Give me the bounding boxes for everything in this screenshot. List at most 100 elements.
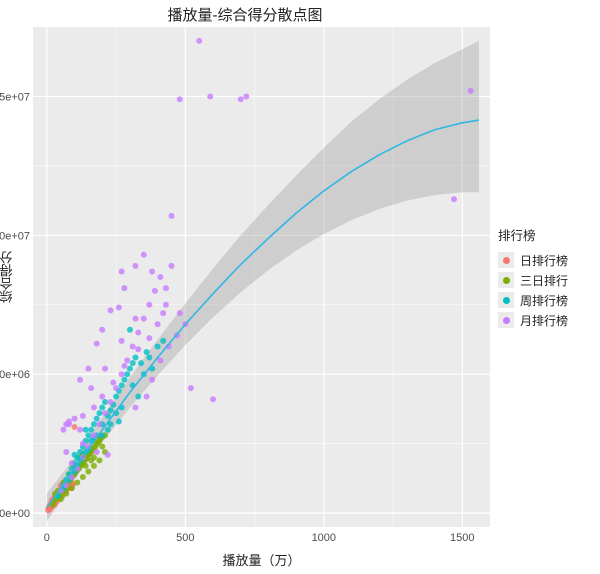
data-point	[152, 288, 158, 294]
data-point	[155, 321, 161, 327]
legend-label: 日排行榜	[520, 252, 568, 269]
data-point	[85, 468, 91, 474]
legend-dot-icon	[503, 297, 510, 304]
data-point	[74, 480, 80, 486]
data-point	[157, 274, 163, 280]
data-point	[83, 463, 89, 469]
data-point	[149, 268, 155, 274]
data-point	[99, 393, 105, 399]
legend-label: 三日排行	[520, 272, 568, 289]
data-point	[105, 427, 111, 433]
data-point	[138, 360, 144, 366]
data-point	[160, 310, 166, 316]
data-point	[132, 355, 138, 361]
data-point	[113, 385, 119, 391]
x-tick-label: 1000	[312, 532, 336, 544]
y-axis-ticks: 0.0e+005.0e+061.0e+071.5e+07	[0, 27, 33, 527]
chart-title: 播放量-综合得分散点图	[0, 4, 490, 25]
data-point	[88, 427, 94, 433]
x-axis-title: 播放量（万）	[33, 550, 490, 569]
legend-dot-icon	[503, 257, 510, 264]
data-point	[188, 385, 194, 391]
data-point	[99, 405, 105, 411]
smooth-ribbon	[47, 41, 479, 522]
data-point	[127, 327, 133, 333]
data-point	[116, 305, 122, 311]
plot-panel	[33, 27, 490, 527]
y-tick-label: 0.0e+00	[0, 508, 30, 520]
data-point	[99, 443, 105, 449]
data-point	[207, 93, 213, 99]
data-point	[196, 38, 202, 44]
data-point	[99, 327, 105, 333]
data-point	[141, 252, 147, 258]
data-point	[135, 330, 141, 336]
legend-swatch	[498, 292, 514, 308]
legend-swatch	[498, 272, 514, 288]
data-point	[96, 410, 102, 416]
data-point	[127, 366, 133, 372]
data-point	[108, 407, 114, 413]
data-point	[108, 399, 114, 405]
data-point	[144, 393, 150, 399]
data-point	[96, 457, 102, 463]
data-point	[69, 460, 75, 466]
data-point	[124, 357, 130, 363]
legend-dot-icon	[503, 317, 510, 324]
data-point	[238, 96, 244, 102]
x-tick-label: 500	[176, 532, 194, 544]
data-point	[102, 399, 108, 405]
legend-swatch	[498, 252, 514, 268]
data-point	[146, 355, 152, 361]
data-point	[119, 268, 125, 274]
data-point	[119, 371, 125, 377]
data-point	[66, 418, 72, 424]
data-point	[80, 474, 86, 480]
data-point	[113, 393, 119, 399]
data-point	[72, 424, 78, 430]
data-point	[132, 263, 138, 269]
x-tick-label: 0	[44, 532, 50, 544]
data-point	[146, 302, 152, 308]
data-point	[77, 377, 83, 383]
legend: 排行榜 日排行榜三日排行周排行榜月排行榜	[498, 225, 598, 330]
legend-item: 三日排行	[498, 270, 598, 290]
data-point	[163, 285, 169, 291]
data-point	[135, 346, 141, 352]
legend-title: 排行榜	[498, 225, 598, 244]
legend-item: 日排行榜	[498, 250, 598, 270]
data-point	[102, 366, 108, 372]
data-point	[77, 427, 83, 433]
legend-dot-icon	[503, 277, 510, 284]
x-axis-ticks: 050010001500	[33, 527, 490, 549]
data-point	[141, 316, 147, 322]
data-point	[177, 310, 183, 316]
data-point	[91, 463, 97, 469]
data-point	[155, 343, 161, 349]
data-point	[105, 452, 111, 458]
data-point	[130, 360, 136, 366]
data-point	[160, 338, 166, 344]
legend-item: 月排行榜	[498, 310, 598, 330]
data-point	[177, 96, 183, 102]
chart-container: 播放量-综合得分散点图 综合得分 播放量（万） 0.0e+005.0e+061.…	[0, 0, 600, 574]
data-point	[119, 382, 125, 388]
data-point	[210, 396, 216, 402]
legend-label: 周排行榜	[520, 292, 568, 309]
data-point	[94, 449, 100, 455]
data-point	[72, 416, 78, 422]
legend-swatch	[498, 312, 514, 328]
data-point	[85, 366, 91, 372]
data-point	[163, 302, 169, 308]
data-point	[77, 449, 83, 455]
data-point	[94, 416, 100, 422]
data-point	[121, 285, 127, 291]
data-point	[132, 316, 138, 322]
data-point	[108, 307, 114, 313]
data-point	[451, 196, 457, 202]
data-point	[130, 343, 136, 349]
y-tick-label: 1.5e+07	[0, 91, 30, 103]
data-point	[60, 427, 66, 433]
data-point	[124, 371, 130, 377]
data-point	[110, 380, 116, 386]
